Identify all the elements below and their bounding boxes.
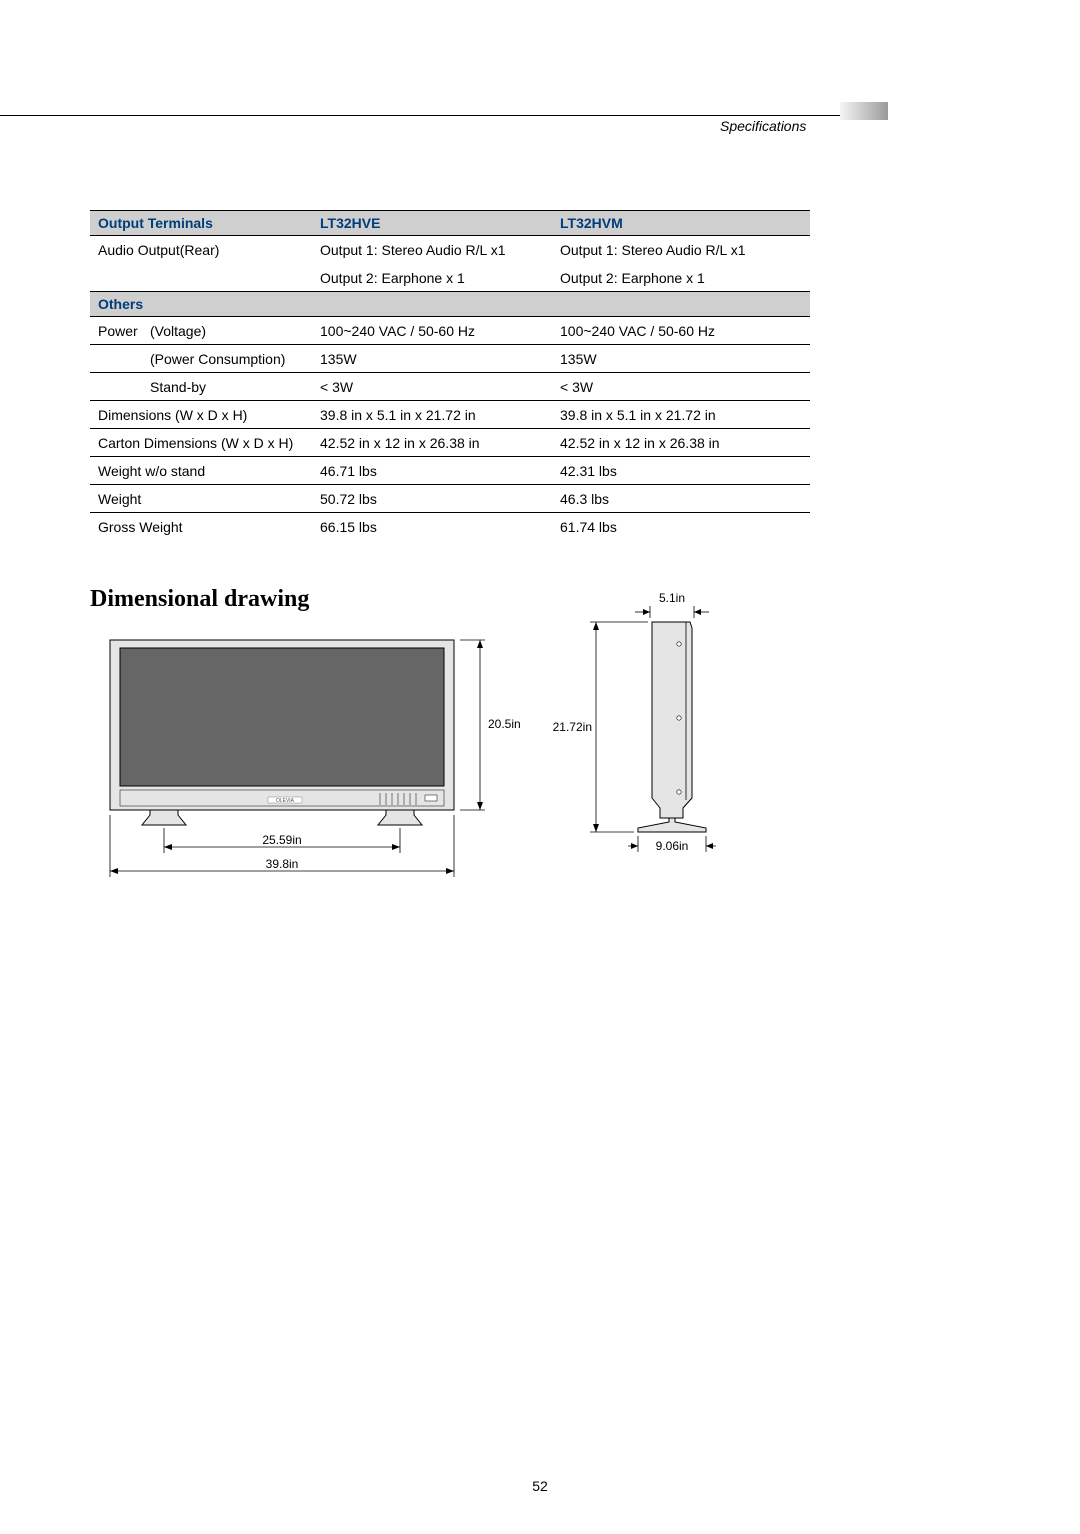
- table-row: Dimensions (W x D x H) 39.8 in x 5.1 in …: [90, 401, 810, 429]
- row-label: Carton Dimensions (W x D x H): [90, 431, 320, 455]
- cell: < 3W: [320, 375, 560, 399]
- cell: 39.8 in x 5.1 in x 21.72 in: [560, 403, 810, 427]
- header-accent: [840, 102, 888, 120]
- table-row: Weight 50.72 lbs 46.3 lbs: [90, 485, 810, 513]
- table-row: Weight w/o stand 46.71 lbs 42.31 lbs: [90, 457, 810, 485]
- sub-label: Stand-by: [150, 375, 320, 399]
- dimensional-drawing-title: Dimensional drawing: [90, 586, 309, 613]
- cell: 42.31 lbs: [560, 459, 810, 483]
- row-label: Weight w/o stand: [90, 459, 320, 483]
- cell: 100~240 VAC / 50-60 Hz: [560, 319, 810, 343]
- sub-label: (Power Consumption): [150, 347, 320, 371]
- col-header: Output Terminals: [90, 211, 320, 235]
- cell: Output 2: Earphone x 1: [320, 266, 560, 290]
- cell: 66.15 lbs: [320, 515, 560, 539]
- table-row: Power (Voltage) 100~240 VAC / 50-60 Hz 1…: [90, 317, 810, 345]
- cell: 42.52 in x 12 in x 26.38 in: [320, 431, 560, 455]
- svg-text:OLEVIA: OLEVIA: [276, 798, 295, 804]
- col-header: LT32HVE: [320, 211, 560, 235]
- cell: 46.71 lbs: [320, 459, 560, 483]
- svg-text:39.8in: 39.8in: [266, 857, 299, 871]
- row-label: [90, 274, 320, 282]
- cell: 39.8 in x 5.1 in x 21.72 in: [320, 403, 560, 427]
- cell: 61.74 lbs: [560, 515, 810, 539]
- table-row: Output 2: Earphone x 1 Output 2: Earphon…: [90, 264, 810, 292]
- table-row: Gross Weight 66.15 lbs 61.74 lbs: [90, 513, 810, 541]
- row-label: Weight: [90, 487, 320, 511]
- table-header-row: Output Terminals LT32HVE LT32HVM: [90, 210, 810, 236]
- cell: 42.52 in x 12 in x 26.38 in: [560, 431, 810, 455]
- row-label: Audio Output(Rear): [90, 238, 320, 262]
- col-header: LT32HVM: [560, 211, 810, 235]
- svg-text:5.1in: 5.1in: [659, 591, 685, 605]
- section-others: Others: [90, 292, 810, 317]
- svg-text:25.59in: 25.59in: [262, 833, 301, 847]
- cell: 50.72 lbs: [320, 487, 560, 511]
- cell: Output 1: Stereo Audio R/L x1: [560, 238, 810, 262]
- section-label: Others: [90, 292, 320, 316]
- row-label: Gross Weight: [90, 515, 320, 539]
- table-row: Stand-by < 3W < 3W: [90, 373, 810, 401]
- row-label: Power: [90, 319, 150, 343]
- cell: 135W: [560, 347, 810, 371]
- table-row: Audio Output(Rear) Output 1: Stereo Audi…: [90, 236, 810, 264]
- cell: Output 2: Earphone x 1: [560, 266, 810, 290]
- header-section-label: Specifications: [720, 118, 806, 134]
- row-label: Dimensions (W x D x H): [90, 403, 320, 427]
- svg-text:20.5in: 20.5in: [488, 717, 520, 731]
- cell: < 3W: [560, 375, 810, 399]
- cell: Output 1: Stereo Audio R/L x1: [320, 238, 560, 262]
- page-number: 52: [0, 1478, 1080, 1494]
- header-rule: [0, 115, 840, 116]
- table-row: Carton Dimensions (W x D x H) 42.52 in x…: [90, 429, 810, 457]
- svg-text:9.06in: 9.06in: [656, 839, 689, 853]
- cell: 135W: [320, 347, 560, 371]
- specifications-table: Output Terminals LT32HVE LT32HVM Audio O…: [90, 210, 810, 541]
- side-view-drawing: 5.1in 21.72in 9.06in: [540, 588, 810, 898]
- cell: 100~240 VAC / 50-60 Hz: [320, 319, 560, 343]
- sub-label: (Voltage): [150, 319, 320, 343]
- front-view-drawing: OLEVIA 20.5in 25.59in 39.8in: [90, 615, 520, 915]
- svg-text:21.72in: 21.72in: [553, 720, 592, 734]
- table-row: (Power Consumption) 135W 135W: [90, 345, 810, 373]
- cell: 46.3 lbs: [560, 487, 810, 511]
